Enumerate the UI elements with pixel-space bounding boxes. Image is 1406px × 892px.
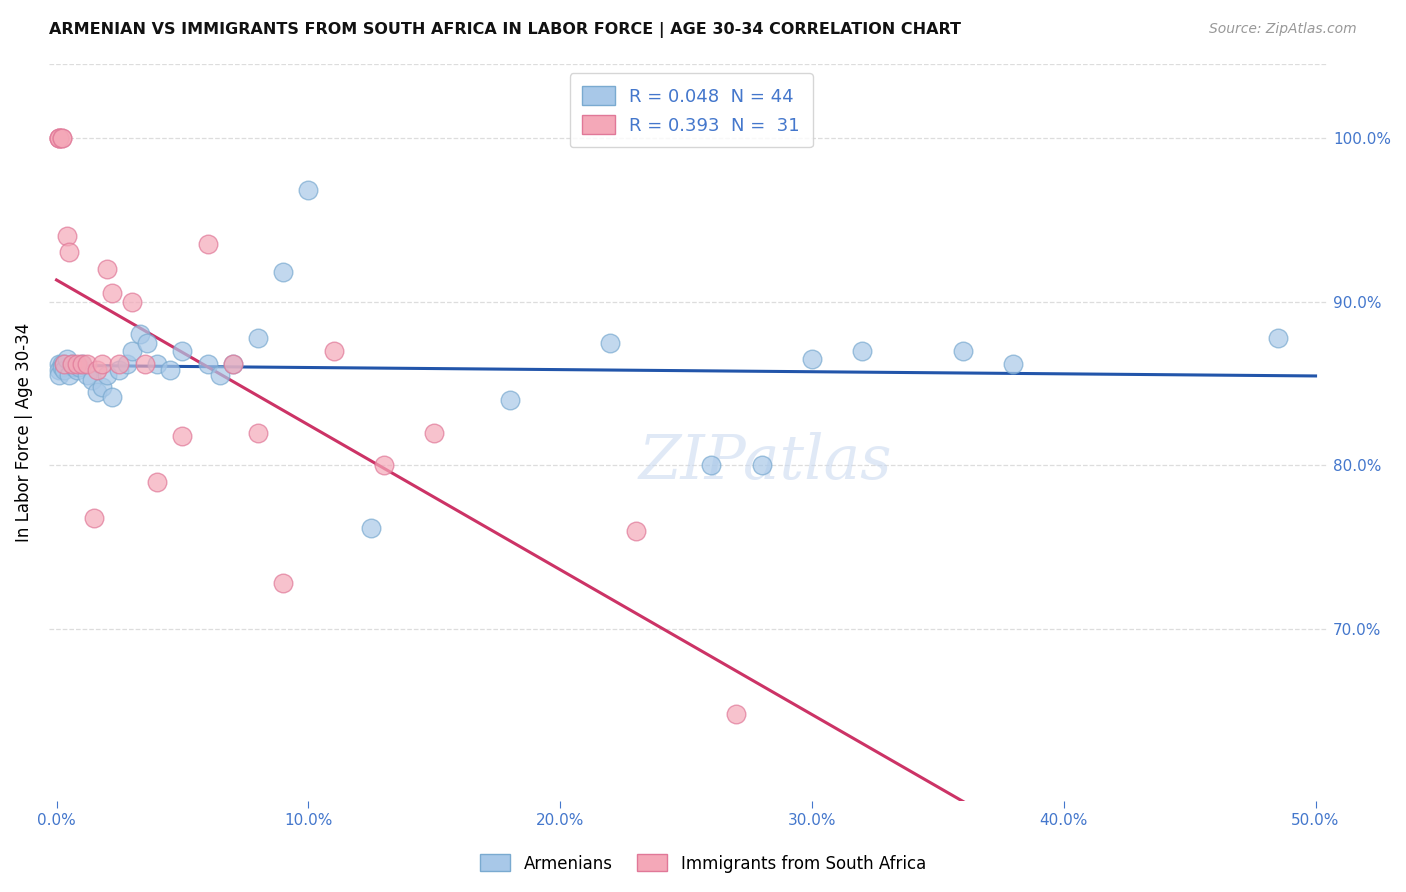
Point <box>725 707 748 722</box>
Point <box>55 229 77 244</box>
Point <box>159 363 181 377</box>
Y-axis label: In Labor Force | Age 30-34: In Labor Force | Age 30-34 <box>15 323 32 542</box>
Legend: R = 0.048  N = 44, R = 0.393  N =  31: R = 0.048 N = 44, R = 0.393 N = 31 <box>569 73 813 147</box>
Point <box>121 343 143 358</box>
Point <box>222 357 245 371</box>
Text: ARMENIAN VS IMMIGRANTS FROM SOUTH AFRICA IN LABOR FORCE | AGE 30-34 CORRELATION : ARMENIAN VS IMMIGRANTS FROM SOUTH AFRICA… <box>49 22 962 38</box>
Point <box>222 357 245 371</box>
Point <box>58 245 80 260</box>
Point <box>48 363 70 377</box>
Point <box>423 425 446 440</box>
Point <box>51 357 73 371</box>
Point <box>624 524 647 538</box>
Point <box>53 363 76 377</box>
Point <box>53 357 76 371</box>
Point <box>172 343 194 358</box>
Point <box>134 357 156 371</box>
Point <box>60 357 83 371</box>
Point <box>209 368 232 383</box>
Point <box>67 360 90 375</box>
Point <box>51 130 73 145</box>
Point <box>70 357 93 371</box>
Point <box>197 357 219 371</box>
Point <box>108 357 131 371</box>
Point <box>90 357 112 371</box>
Point <box>60 357 83 371</box>
Point <box>90 380 112 394</box>
Point <box>55 351 77 366</box>
Point <box>58 368 80 383</box>
Point <box>800 351 823 366</box>
Point <box>271 576 294 591</box>
Point <box>499 392 522 407</box>
Point <box>246 330 269 344</box>
Point <box>86 384 108 399</box>
Point <box>121 294 143 309</box>
Point <box>66 363 89 377</box>
Text: ZIPatlas: ZIPatlas <box>638 432 891 492</box>
Point <box>53 357 76 371</box>
Point <box>700 458 723 473</box>
Point <box>83 510 105 524</box>
Point <box>76 368 98 383</box>
Point <box>48 130 70 145</box>
Point <box>146 475 169 489</box>
Point <box>66 357 89 371</box>
Text: Source: ZipAtlas.com: Source: ZipAtlas.com <box>1209 22 1357 37</box>
Point <box>70 357 93 371</box>
Point <box>751 458 773 473</box>
Point <box>48 130 70 145</box>
Legend: Armenians, Immigrants from South Africa: Armenians, Immigrants from South Africa <box>474 847 932 880</box>
Point <box>271 265 294 279</box>
Point <box>851 343 873 358</box>
Point <box>51 130 73 145</box>
Point <box>63 360 86 375</box>
Point <box>48 357 70 371</box>
Point <box>86 363 108 377</box>
Point <box>128 327 150 342</box>
Point <box>136 335 159 350</box>
Point <box>1267 330 1289 344</box>
Point <box>146 357 169 371</box>
Point <box>197 237 219 252</box>
Point <box>101 390 124 404</box>
Point <box>322 343 344 358</box>
Point <box>96 261 118 276</box>
Point <box>599 335 621 350</box>
Point <box>1002 357 1025 371</box>
Point <box>80 373 103 387</box>
Point <box>48 130 70 145</box>
Point <box>76 357 98 371</box>
Point <box>51 360 73 375</box>
Point <box>101 286 124 301</box>
Point <box>115 357 138 371</box>
Point <box>373 458 395 473</box>
Point <box>360 520 382 534</box>
Point <box>48 368 70 383</box>
Point <box>108 363 131 377</box>
Point <box>297 183 319 197</box>
Point <box>96 368 118 383</box>
Point <box>246 425 269 440</box>
Point <box>952 343 974 358</box>
Point <box>172 429 194 443</box>
